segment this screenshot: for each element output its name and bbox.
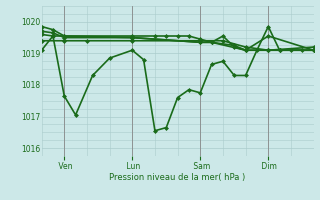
X-axis label: Pression niveau de la mer( hPa ): Pression niveau de la mer( hPa ) <box>109 173 246 182</box>
